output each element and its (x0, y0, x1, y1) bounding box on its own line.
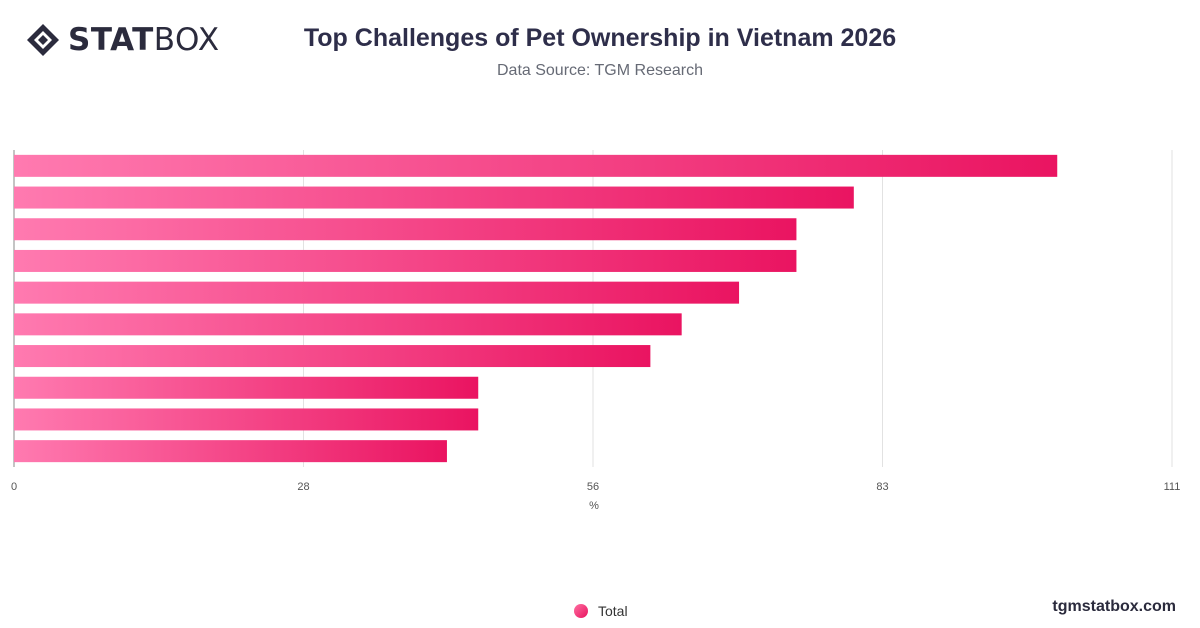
statbox-logo: STATBOX (26, 22, 220, 58)
logo-light-text: BOX (153, 21, 220, 58)
legend-label-total: Total (598, 603, 628, 619)
logo-bold-text: STAT (68, 21, 154, 58)
bar[interactable] (14, 154, 1058, 177)
x-tick-label: 56 (587, 481, 599, 493)
bar[interactable] (14, 376, 479, 399)
x-axis-ticks: 0 28 56 83 111 (11, 481, 1180, 493)
x-tick-label: 83 (876, 481, 888, 493)
legend[interactable]: Total (574, 603, 628, 619)
bar[interactable] (14, 218, 797, 241)
footer-site: tgmstatbox.com (1052, 598, 1176, 615)
logo-wordmark: STATBOX (68, 21, 220, 58)
bar[interactable] (14, 281, 740, 304)
bar[interactable] (14, 440, 447, 463)
bar[interactable] (14, 249, 797, 272)
x-axis-label: % (589, 500, 599, 512)
x-tick-label: 111 (1164, 481, 1181, 493)
bars (14, 154, 1058, 463)
x-tick-label: 0 (11, 481, 17, 493)
bar[interactable] (14, 345, 651, 368)
diamond-logo-icon (27, 24, 59, 56)
chart-subtitle: Data Source: TGM Research (496, 62, 703, 79)
bar[interactable] (14, 313, 682, 336)
legend-marker-icon (574, 604, 588, 618)
bar[interactable] (14, 186, 854, 209)
x-tick-label: 28 (297, 481, 309, 493)
chart-title: Top Challenges of Pet Ownership in Vietn… (303, 24, 897, 52)
bar[interactable] (14, 408, 479, 431)
